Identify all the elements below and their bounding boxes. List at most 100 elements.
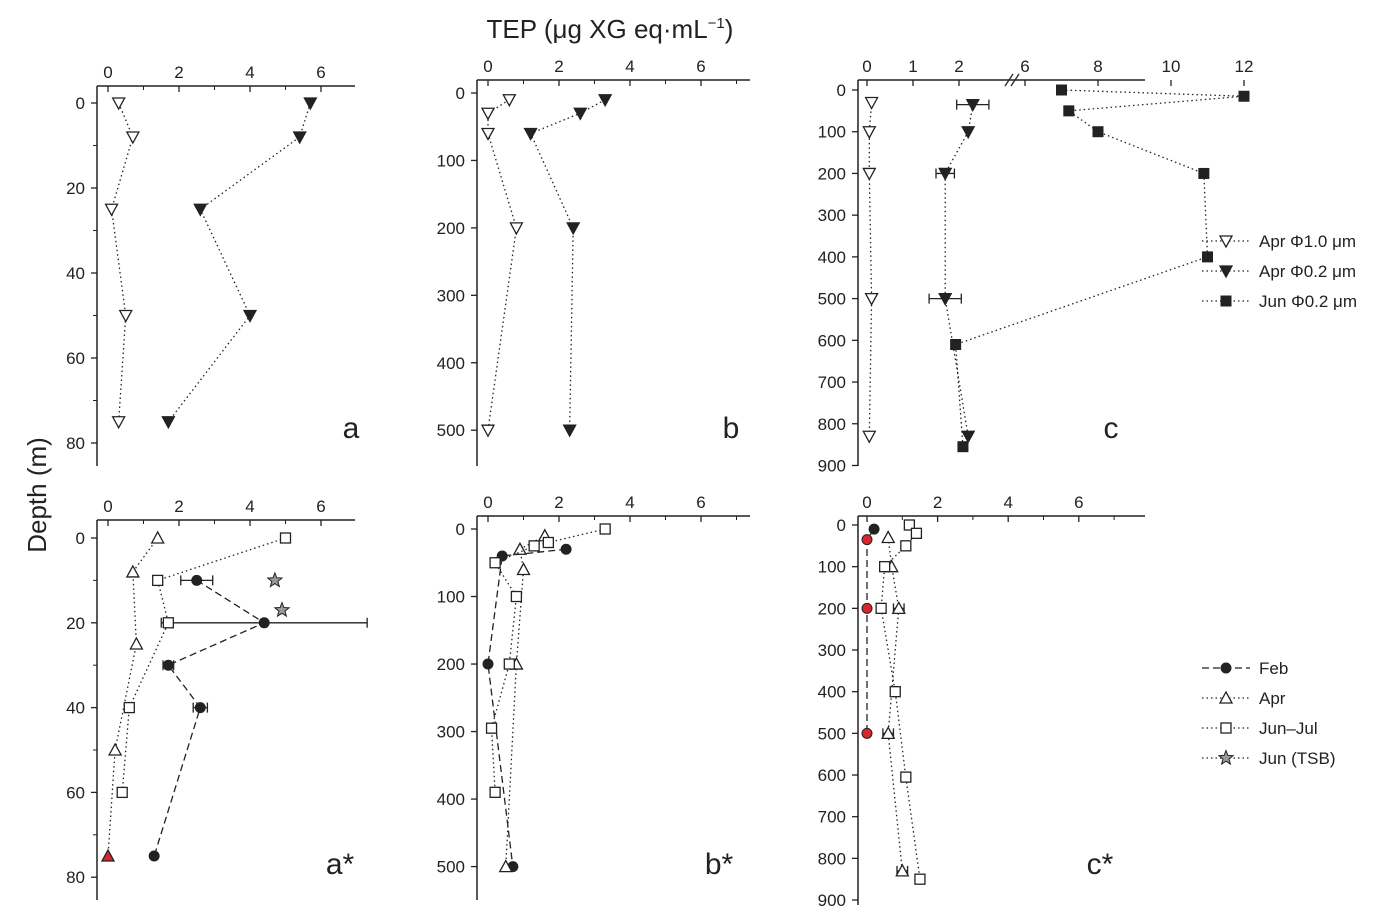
data-point — [1238, 90, 1250, 102]
data-point — [123, 701, 135, 714]
data-point — [1092, 126, 1104, 138]
legend-marker — [1218, 690, 1234, 704]
y-tick-label: 600 — [818, 766, 846, 785]
data-point — [509, 222, 524, 236]
data-point — [116, 786, 128, 799]
y-tick-label: 700 — [818, 808, 846, 827]
y-tick-label: 100 — [818, 558, 846, 577]
data-point — [914, 873, 926, 885]
series-line — [153, 579, 266, 857]
data-point — [162, 659, 174, 671]
y-tick-label: 60 — [66, 349, 85, 368]
data-point — [879, 561, 891, 573]
data-point — [895, 863, 910, 877]
data-point — [573, 107, 588, 121]
panel-c-star: 0 2 4 6 0 100 200 300 400 500 600 700 800 900 c* — [818, 493, 1145, 910]
y-tick-label: 0 — [837, 516, 846, 535]
x-tick-label: 4 — [245, 497, 254, 516]
series-line — [167, 102, 311, 423]
legend-marker — [1220, 295, 1232, 307]
data-point — [489, 786, 501, 798]
data-point — [889, 686, 901, 698]
data-point — [542, 536, 554, 549]
data-point — [148, 850, 160, 862]
data-point — [258, 617, 270, 629]
x-tick-label: 0 — [483, 493, 492, 512]
data-point — [900, 771, 912, 783]
x-tick-label: 2 — [174, 63, 183, 82]
data-point — [303, 97, 318, 111]
series-line — [529, 99, 606, 431]
y-tick-label: 100 — [818, 123, 846, 142]
y-tick-label: 0 — [456, 520, 465, 539]
x-tick-label: 4 — [1003, 493, 1012, 512]
x-tick-label: 0 — [483, 57, 492, 76]
data-point — [498, 859, 513, 873]
y-tick-label: 40 — [66, 264, 85, 283]
x-tick-label: 2 — [554, 493, 563, 512]
legend-label: Apr Φ1.0 μm — [1259, 232, 1356, 251]
data-point — [480, 424, 496, 438]
data-point — [862, 430, 877, 444]
data-point — [152, 574, 164, 587]
series-line — [868, 102, 873, 437]
data-point — [1198, 167, 1210, 179]
legend-marker — [1220, 722, 1232, 734]
y-tick-label: 200 — [437, 655, 465, 674]
data-point — [516, 562, 531, 576]
y-tick-label: 500 — [437, 421, 465, 440]
data-point — [266, 571, 284, 588]
x-tick-label: 0 — [862, 57, 871, 76]
data-point — [903, 519, 916, 531]
legend-marker — [1218, 235, 1234, 249]
panel-label: b — [723, 412, 740, 445]
data-point — [111, 97, 126, 111]
data-point — [273, 601, 291, 618]
data-point — [242, 309, 258, 323]
data-point — [875, 602, 887, 614]
legend-label: Jun–Jul — [1259, 719, 1318, 738]
y-tick-label: 200 — [818, 599, 846, 618]
series-line — [121, 537, 286, 793]
y-tick-label: 900 — [818, 891, 846, 910]
panel-label: c — [1104, 412, 1119, 445]
y-tick-label: 300 — [437, 723, 465, 742]
legend-marker — [1218, 265, 1234, 279]
data-point — [129, 636, 144, 650]
data-point — [489, 557, 501, 569]
panel-label: c* — [1087, 848, 1114, 881]
data-point — [104, 203, 119, 217]
series-line — [487, 548, 567, 867]
data-point — [150, 530, 165, 544]
x-tick-label: 2 — [554, 57, 563, 76]
legend-label: Jun Φ0.2 μm — [1259, 292, 1357, 311]
data-point — [938, 167, 953, 181]
y-tick-label: 400 — [437, 790, 465, 809]
legend-marker — [1217, 749, 1235, 766]
x-tick-label: 8 — [1093, 57, 1102, 76]
data-point — [108, 742, 123, 756]
data-point — [864, 292, 879, 306]
data-point — [194, 702, 206, 714]
y-tick-label: 900 — [818, 456, 846, 475]
y-tick-label: 300 — [818, 641, 846, 660]
y-tick-label: 0 — [837, 81, 846, 100]
data-point — [881, 725, 896, 739]
data-point — [560, 543, 572, 555]
series-line — [887, 537, 903, 871]
x-tick-label: 12 — [1235, 57, 1254, 76]
x-tick-label: 4 — [245, 63, 254, 82]
x-tick-label: 6 — [1074, 493, 1083, 512]
y-tick-label: 0 — [76, 94, 85, 113]
legend-marker — [1220, 662, 1232, 674]
panel-b: 0 2 4 6 0 100 200 300 400 500 b — [437, 57, 750, 466]
x-tick-label: 6 — [1020, 57, 1029, 76]
x-axis-title: TEP (μg XG eq·mL−1) — [487, 14, 734, 44]
y-tick-label: 40 — [66, 699, 85, 718]
series-line — [487, 99, 518, 431]
data-point — [485, 722, 498, 734]
x-tick-label: 2 — [933, 493, 942, 512]
data-point — [111, 416, 126, 430]
data-point — [861, 534, 873, 546]
